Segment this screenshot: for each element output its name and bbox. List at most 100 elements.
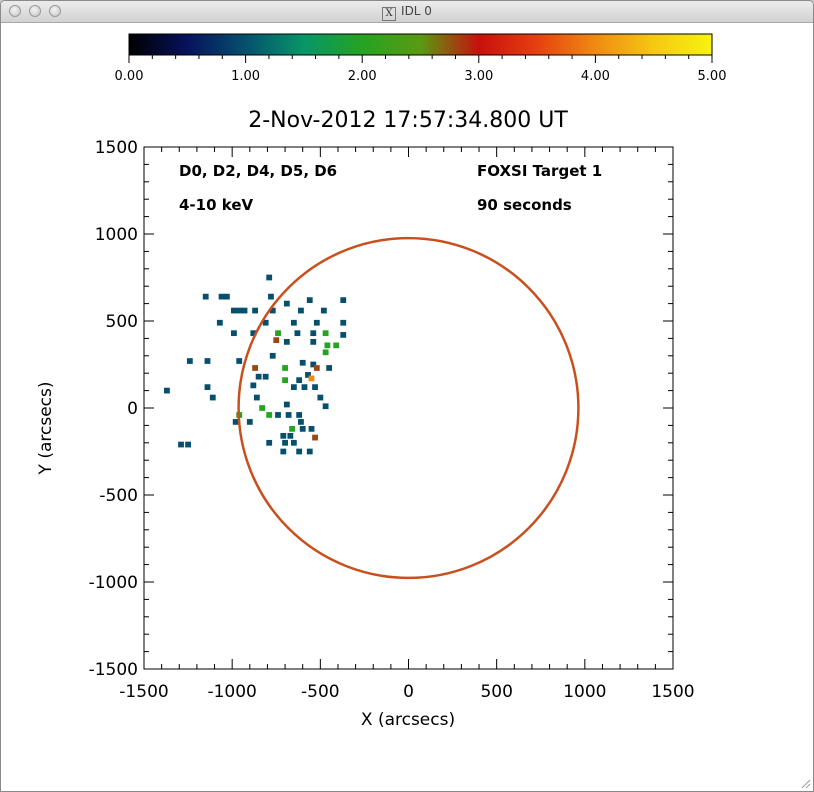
x-tick-label: -1500 <box>119 682 168 702</box>
heatmap-pixel <box>280 432 287 439</box>
heatmap-pixel <box>164 387 170 394</box>
heatmap-pixel <box>287 432 294 439</box>
colorbar-bar <box>128 33 713 56</box>
x11-icon: X <box>382 7 397 21</box>
heatmap-pixel <box>322 403 329 410</box>
solar-limb-circle <box>237 236 580 580</box>
heatmap-pixel <box>313 319 320 326</box>
detector-list-label: D0, D2, D4, D5, D6 <box>179 162 337 180</box>
heatmap-pixel <box>298 307 304 314</box>
heatmap-pixel <box>290 384 297 390</box>
heatmap-pixel <box>231 330 237 337</box>
heatmap-pixel <box>241 307 248 314</box>
heatmap-pixel <box>275 412 281 418</box>
heatmap-pixel <box>324 342 331 349</box>
heatmap-pixel <box>252 365 258 371</box>
heatmap-pixel <box>289 426 296 432</box>
heatmap-pixel <box>285 412 292 418</box>
heatmap-pixel <box>231 307 237 314</box>
colorbar-ticks: 0.00 1.00 2.00 3.00 4.00 5.00 <box>115 55 727 84</box>
heatmap-pixel <box>223 293 230 300</box>
heatmap-pixel <box>232 419 239 425</box>
window-title-group: X IDL 0 <box>1 4 813 21</box>
heatmap-pixel <box>322 349 329 356</box>
y-tick-label: -500 <box>99 486 138 506</box>
heatmap-pixel <box>209 394 216 401</box>
x-tick-label: -500 <box>301 682 340 702</box>
heatmap-pixel <box>310 339 317 345</box>
heatmap-pixel <box>246 419 253 425</box>
heatmap-pixel <box>282 377 288 384</box>
x-tick-label: 1000 <box>563 682 606 702</box>
heatmap-pixel <box>236 358 243 364</box>
heatmap-pixel <box>308 426 315 432</box>
heatmap-pixel <box>312 384 318 390</box>
heatmap-pixel <box>294 330 301 337</box>
colorbar-tick-label: 5.00 <box>698 69 727 84</box>
heatmap-pixel <box>250 330 257 337</box>
heatmap-pixel <box>283 300 290 307</box>
heatmap-pixel <box>266 274 273 281</box>
heatmap-pixel <box>262 373 269 380</box>
heatmap-pixel <box>262 319 269 326</box>
heatmap-pixel <box>306 297 313 303</box>
zoom-window-button[interactable] <box>49 5 61 17</box>
heatmap-pixel <box>268 293 274 300</box>
heatmap-pixel <box>310 330 317 337</box>
x-tick-label: 0 <box>403 682 414 702</box>
minimize-window-button[interactable] <box>29 5 41 17</box>
x-tick-label: -1000 <box>207 682 256 702</box>
y-tick-label: -1000 <box>89 573 138 593</box>
heatmap-pixel <box>266 412 273 418</box>
heatmap-pixel <box>275 330 281 337</box>
y-tick-label: 500 <box>106 312 138 332</box>
heatmap-pixel <box>296 412 303 418</box>
heatmap-pixel <box>310 361 317 368</box>
heatmap-pixel <box>253 394 260 401</box>
idl-plot: 0.00 1.00 2.00 3.00 4.00 5.00 2-Nov-2012 17:5… <box>36 33 727 730</box>
heatmap-pixel <box>250 382 257 389</box>
resize-grip-icon[interactable] <box>799 777 811 789</box>
heatmap-pixel <box>296 377 303 384</box>
colorbar-tick-label: 3.00 <box>464 69 493 84</box>
heatmap-pixel <box>255 373 262 380</box>
heatmap-pixel <box>204 358 211 364</box>
heatmap-pixel <box>305 372 311 378</box>
heatmap-pixel <box>202 293 209 300</box>
heatmap-pixel <box>218 293 225 300</box>
heatmap-pixel <box>322 330 329 337</box>
heatmap-pixel <box>216 319 223 326</box>
heatmap-pixel <box>186 358 193 364</box>
x-tick-label: 500 <box>480 682 512 702</box>
heatmap-pixel <box>317 394 324 401</box>
window-title: IDL 0 <box>401 4 432 18</box>
energy-range-label: 4-10 keV <box>179 196 254 214</box>
x-axis-title: X (arcsecs) <box>361 710 455 730</box>
x-tick-label: 1500 <box>651 682 694 702</box>
target-label: FOXSI Target 1 <box>477 162 602 180</box>
heatmap-pixel <box>326 365 333 371</box>
heatmap-pixel <box>273 337 280 344</box>
heatmap-pixel <box>204 384 211 390</box>
heatmap-pixel <box>290 439 297 446</box>
window-titlebar[interactable]: X IDL 0 <box>1 1 813 23</box>
heatmap-pixel <box>259 405 266 411</box>
heatmap-pixel <box>313 365 320 371</box>
axis-ticks: -1500 -1000 -500 0 500 1000 1500 -1500 -1000 -500… <box>89 138 695 702</box>
colorbar: 0.00 1.00 2.00 3.00 4.00 5.00 <box>115 33 727 84</box>
y-axis-title: Y (arcsecs) <box>36 382 56 476</box>
close-window-button[interactable] <box>9 5 21 17</box>
y-tick-label: -1500 <box>89 660 138 680</box>
exposure-label: 90 seconds <box>477 196 572 214</box>
heatmap-pixel <box>283 401 290 408</box>
heatmap-pixel <box>308 375 315 382</box>
y-tick-label: 0 <box>127 399 138 419</box>
plot-title: 2-Nov-2012 17:57:34.800 UT <box>248 108 568 133</box>
heatmap-pixel <box>340 297 347 303</box>
heatmap-pixel <box>178 441 184 448</box>
heatmap-pixel <box>340 319 347 326</box>
heatmap-pixel <box>333 342 340 349</box>
colorbar-tick-label: 2.00 <box>348 69 377 84</box>
plot-frame <box>143 146 674 670</box>
